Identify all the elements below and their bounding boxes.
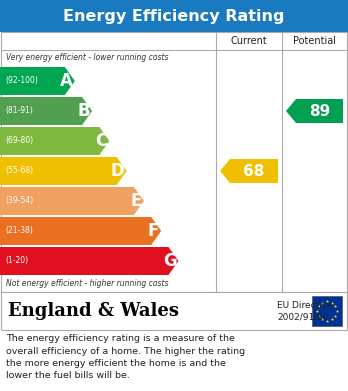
Bar [1,32,347,292]
Bar [312,296,342,326]
Text: F: F [148,222,159,240]
Text: B: B [78,102,90,120]
Polygon shape [0,97,92,125]
Polygon shape [0,127,109,155]
Text: (21-38): (21-38) [5,226,33,235]
Polygon shape [0,217,161,245]
Text: (39-54): (39-54) [5,197,33,206]
Text: (92-100): (92-100) [5,77,38,86]
Polygon shape [220,159,278,183]
Text: A: A [60,72,73,90]
Text: EU Directive
2002/91/EC: EU Directive 2002/91/EC [277,301,333,321]
Text: (55-68): (55-68) [5,167,33,176]
Text: 68: 68 [243,163,265,179]
Polygon shape [0,157,127,185]
Text: England & Wales: England & Wales [8,302,179,320]
Text: Very energy efficient - lower running costs: Very energy efficient - lower running co… [6,54,168,63]
Polygon shape [0,67,75,95]
Text: 89: 89 [309,104,330,118]
Bar [1,292,347,330]
Bar [0,0,348,32]
Text: C: C [95,132,108,150]
Text: E: E [130,192,142,210]
Text: Potential: Potential [293,36,337,46]
Text: (1-20): (1-20) [5,256,28,265]
Polygon shape [0,247,179,275]
Text: Energy Efficiency Rating: Energy Efficiency Rating [63,9,285,23]
Text: (81-91): (81-91) [5,106,33,115]
Polygon shape [0,187,144,215]
Polygon shape [286,99,343,123]
Text: (69-80): (69-80) [5,136,33,145]
Text: G: G [163,252,176,270]
Text: Not energy efficient - higher running costs: Not energy efficient - higher running co… [6,280,168,289]
Text: Current: Current [231,36,267,46]
Text: The energy efficiency rating is a measure of the
overall efficiency of a home. T: The energy efficiency rating is a measur… [6,334,245,380]
Text: D: D [111,162,125,180]
